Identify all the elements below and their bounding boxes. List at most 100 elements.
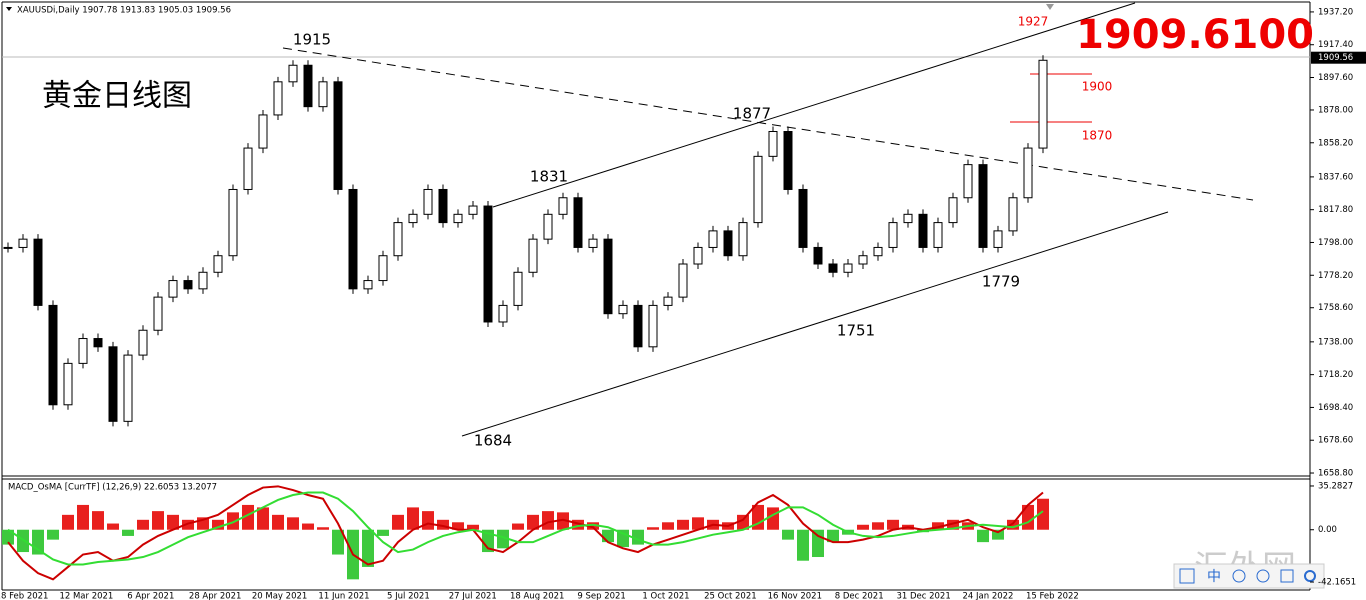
toolbar xyxy=(1173,563,1325,589)
histogram-bar xyxy=(512,523,524,530)
x-tick-label: 20 May 2021 xyxy=(252,592,307,600)
candle-body xyxy=(753,155,763,224)
y-tick-label: 1897.60 xyxy=(1318,73,1353,83)
candle-body xyxy=(978,164,988,248)
candle-body xyxy=(423,188,433,215)
y-tick-label: 1698.40 xyxy=(1318,403,1353,413)
candle-body xyxy=(693,246,703,265)
macd-line xyxy=(7,485,1044,581)
candle-body xyxy=(678,263,688,298)
histogram-bar xyxy=(152,511,164,530)
candle-body xyxy=(78,338,88,364)
histogram-bar xyxy=(812,529,824,558)
histogram-bar xyxy=(872,522,884,530)
toolbar-button[interactable] xyxy=(1280,569,1294,583)
candle-body xyxy=(528,238,538,273)
candle-body xyxy=(318,81,328,108)
x-tick-label: 12 Mar 2021 xyxy=(59,592,113,600)
header: XAUUSDi,Daily 1907.78 1913.83 1905.03 19… xyxy=(17,6,231,16)
candle-body xyxy=(888,222,898,248)
candle-body xyxy=(903,213,913,224)
x-tick-label: 1 Oct 2021 xyxy=(642,592,689,600)
histogram-bar xyxy=(527,514,539,530)
candle-body xyxy=(963,164,973,199)
x-tick-label: 25 Oct 2021 xyxy=(704,592,757,600)
histogram-bar xyxy=(437,519,449,530)
histogram-bar xyxy=(182,519,194,530)
candle-body xyxy=(813,246,823,265)
candle-body xyxy=(513,271,523,306)
annotation: 1870 xyxy=(1082,129,1113,143)
toolbar-button[interactable] xyxy=(1256,569,1270,583)
histogram-bar xyxy=(32,529,44,555)
x-tick-label: 24 Jan 2022 xyxy=(963,592,1014,600)
trend-dashed xyxy=(282,47,1254,201)
channel-lower xyxy=(461,211,1169,437)
y-tick-label: 1738.00 xyxy=(1318,337,1353,347)
y-tick-label: 1658.80 xyxy=(1318,469,1353,479)
current-price-label: 1909.56 xyxy=(1318,53,1353,63)
candle-body xyxy=(153,296,163,331)
y-tick-label: 1758.60 xyxy=(1318,303,1353,313)
menu-arrow xyxy=(6,7,12,11)
toolbar-button[interactable] xyxy=(1232,569,1246,583)
histogram-bar xyxy=(107,523,119,530)
histogram-bar xyxy=(17,529,29,553)
candle-body xyxy=(63,362,73,406)
x-tick-label: 11 Jun 2021 xyxy=(318,592,369,600)
candle-body xyxy=(258,114,268,149)
y-tick-label: 1678.60 xyxy=(1318,436,1353,446)
candle-body xyxy=(723,230,733,257)
candle-body xyxy=(18,238,28,248)
y-tick-label: 1778.20 xyxy=(1318,271,1353,281)
candle-body xyxy=(453,213,463,224)
candle-body xyxy=(1023,147,1033,199)
candle-body xyxy=(33,238,43,306)
toolbar-button[interactable]: 中 xyxy=(1207,569,1221,585)
marker xyxy=(1046,4,1054,10)
annotation: 1877 xyxy=(733,105,771,123)
histogram-bar xyxy=(2,529,14,545)
toolbar-button[interactable] xyxy=(1304,570,1316,582)
candle-body xyxy=(663,296,673,306)
toolbar-button[interactable] xyxy=(1179,568,1195,584)
indicator-label: MACD_OsMA [CurrTF] (12,26,9) 22.6053 13.… xyxy=(8,483,217,493)
candle-body xyxy=(798,188,808,248)
histogram-bar xyxy=(572,519,584,530)
histogram-bar xyxy=(602,529,614,543)
histogram-bar xyxy=(677,519,689,530)
channel-upper xyxy=(492,2,1136,208)
y-tick-label: 1718.20 xyxy=(1318,370,1353,380)
big-price: 1909.6100 xyxy=(1076,12,1314,58)
histogram-bar xyxy=(497,529,509,549)
x-tick-label: 16 Nov 2021 xyxy=(768,592,822,600)
histogram-bar xyxy=(692,517,704,530)
annotation: 1751 xyxy=(837,322,875,340)
candle-body xyxy=(378,255,388,282)
candle-body xyxy=(468,205,478,215)
candles xyxy=(3,55,1048,427)
candle-body xyxy=(768,131,778,157)
candle-body xyxy=(348,188,358,290)
candle-body xyxy=(438,188,448,224)
chart-title: 黄金日线图 xyxy=(42,79,192,114)
annotation: 1915 xyxy=(293,31,331,49)
histogram-bar xyxy=(452,522,464,530)
histogram-bar xyxy=(242,504,254,530)
y-tick-label: 1937.20 xyxy=(1318,7,1353,17)
histogram-bar xyxy=(797,529,809,561)
histogram-bar xyxy=(332,529,344,555)
histogram-bar xyxy=(767,507,779,530)
candle-body xyxy=(93,338,103,348)
histogram-bar xyxy=(947,519,959,530)
y-tick-label: 1917.40 xyxy=(1318,40,1353,50)
histogram-bar xyxy=(857,524,869,530)
x-tick-label: 28 Apr 2021 xyxy=(189,592,242,600)
histogram-bar xyxy=(542,511,554,530)
annotation: 1831 xyxy=(530,168,568,186)
candle-body xyxy=(573,197,583,248)
candle-body xyxy=(273,81,283,116)
histogram-bar xyxy=(137,519,149,530)
y-tick-label: 35.2827 xyxy=(1318,481,1353,491)
candle-body xyxy=(483,205,493,323)
